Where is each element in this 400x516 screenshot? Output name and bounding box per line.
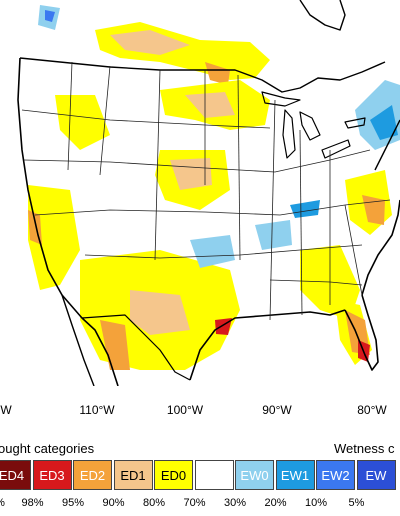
longitude-label: 100°W: [166, 403, 204, 417]
percentile-label: 20%: [264, 497, 287, 509]
longitude-label: 80°W: [357, 403, 387, 417]
legend-swatch: EW2: [316, 460, 355, 490]
map-boundaries: [17, 0, 400, 386]
longitude-label: 110°W: [79, 403, 115, 417]
drought-map: [17, 0, 400, 386]
percentile-label: 5%: [348, 497, 365, 509]
legend-color-bar: ED4 ED3 ED2 ED1 ED0 EW0 EW1 EW2 EW: [0, 460, 397, 490]
legend-swatch: ED1: [113, 460, 153, 490]
map-shading: [28, 5, 400, 370]
percentile-label: 90%: [102, 497, 125, 509]
legend-swatch: EW: [356, 460, 396, 490]
wetness-legend-title: Wetness c: [334, 441, 395, 456]
percentile-label: 70%: [183, 497, 206, 509]
percentile-label: 10%: [304, 497, 328, 509]
longitude-label: W: [0, 403, 12, 417]
legend-swatch: ED3: [32, 460, 72, 490]
percentile-label: 95%: [61, 497, 85, 509]
percentile-label: 30%: [223, 497, 247, 509]
percentile-label: 80%: [142, 497, 166, 509]
legend-swatch: EW0: [235, 460, 274, 490]
percentile-label: 98%: [21, 497, 44, 509]
legend-swatch: ED0: [154, 460, 193, 490]
longitude-label: 90°W: [262, 403, 292, 417]
legend-swatch: ED4: [0, 460, 31, 490]
percentile-label: %: [0, 497, 5, 510]
legend-swatch: [194, 460, 234, 490]
legend-swatch: EW1: [275, 460, 315, 490]
state-lines: [21, 61, 391, 321]
drought-legend-title: ought categories: [0, 441, 95, 456]
legend-swatch: ED2: [73, 460, 112, 490]
